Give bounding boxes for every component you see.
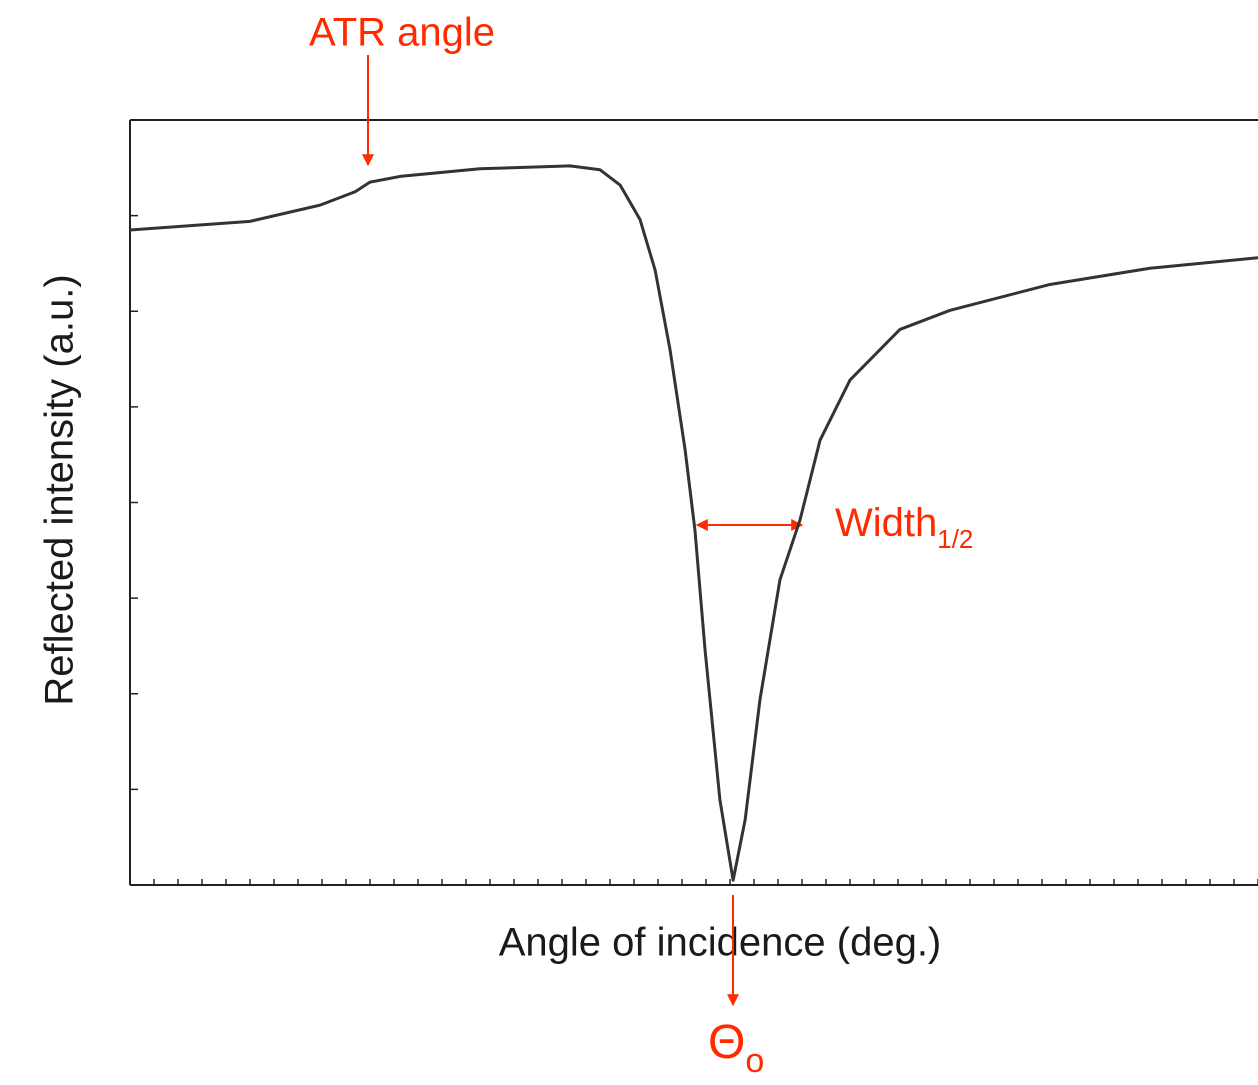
x-axis-label: Angle of incidence (deg.) <box>499 921 942 965</box>
annotation-text: Width <box>835 501 937 545</box>
data-line <box>129 164 1258 882</box>
annotation: Θo <box>708 1016 764 1080</box>
annotation: Width1/2 <box>835 501 973 554</box>
annotation: ATR angle <box>309 11 495 55</box>
y-axis-label: Reflected intensity (a.u.) <box>38 274 82 705</box>
annotation-sub: 1/2 <box>937 524 973 554</box>
annotation-text: Θ <box>708 1016 745 1069</box>
annotation-sub: o <box>745 1042 764 1080</box>
